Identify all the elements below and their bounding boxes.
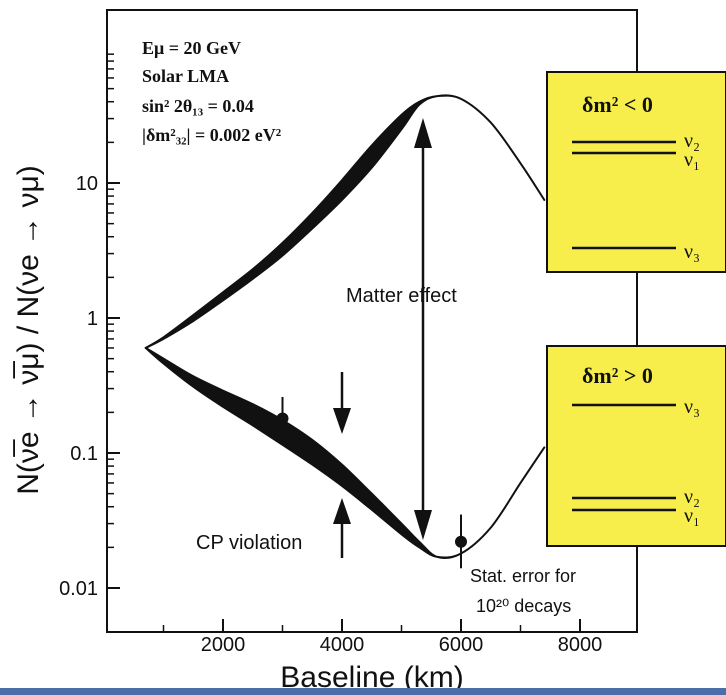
error-point — [455, 535, 467, 548]
inverted-box-label: δm² < 0 — [582, 92, 653, 117]
error-points — [276, 396, 467, 569]
param-dm32: |δm²₃₂| = 0.002 eV² — [142, 125, 281, 145]
normal-nu1-label: ν₁ — [684, 505, 700, 527]
inverted-nu1-label: ν₁ — [684, 149, 700, 171]
stat-error-label-2: 10²⁰ decays — [476, 596, 571, 616]
normal-nu3-label: ν₃ — [684, 396, 700, 418]
x-tick-label: 4000 — [320, 634, 365, 656]
inverted-hierarchy-box: δm² < 0 ν₂ ν₁ ν₃ — [546, 71, 726, 273]
normal-box-bg — [546, 345, 726, 547]
matter-effect-arrow — [414, 118, 432, 540]
inverted-nu3-label: ν₃ — [684, 241, 700, 263]
bottom-strip — [0, 688, 726, 695]
error-point — [276, 412, 289, 425]
param-energy: Eμ = 20 GeV — [142, 38, 241, 58]
band-series-2 — [144, 346, 546, 559]
y-tick-label: 0.01 — [59, 578, 98, 600]
matter-effect-label: Matter effect — [346, 285, 457, 307]
normal-hierarchy-box: δm² > 0 ν₃ ν₂ ν₁ — [546, 345, 726, 547]
data-bands — [144, 94, 546, 559]
param-solar: Solar LMA — [142, 66, 229, 86]
y-axis-ticks: 0.01 0.1 1 10 — [59, 173, 120, 600]
params-box: Eμ = 20 GeV Solar LMA sin² 2θ₁₃ = 0.04 |… — [142, 38, 281, 145]
y-tick-label: 1 — [87, 308, 98, 330]
minor-ticks — [107, 53, 114, 549]
plot-frame — [106, 9, 638, 633]
stat-error-label-1: Stat. error for — [470, 566, 576, 586]
cp-violation-arrows — [333, 372, 351, 558]
y-tick-label: 0.1 — [70, 443, 98, 465]
inverted-box-bg — [546, 71, 726, 273]
x-tick-label: 8000 — [558, 634, 603, 656]
y-axis-label: N(ν̅e → ν̅μ) / N(νe → νμ) — [12, 165, 45, 495]
x-axis-ticks: 2000 4000 6000 8000 — [162, 619, 603, 656]
inverted-nu2-label: ν₂ — [684, 130, 700, 152]
y-tick-label: 10 — [76, 173, 98, 195]
normal-box-label: δm² > 0 — [582, 363, 653, 388]
cp-violation-label: CP violation — [196, 532, 302, 554]
x-tick-label: 6000 — [439, 634, 484, 656]
normal-nu2-label: ν₂ — [684, 486, 700, 508]
x-tick-label: 2000 — [201, 634, 246, 656]
param-theta13: sin² 2θ₁₃ = 0.04 — [142, 96, 254, 116]
band-series-1 — [144, 94, 546, 349]
